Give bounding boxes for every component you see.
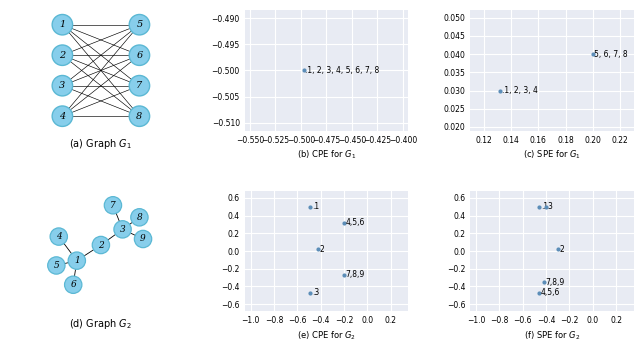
Text: 4,5,6: 4,5,6 <box>346 218 365 227</box>
Text: 8: 8 <box>136 112 143 121</box>
Point <box>588 51 598 57</box>
Circle shape <box>129 76 150 96</box>
Text: .3: .3 <box>312 288 319 297</box>
Circle shape <box>131 209 148 226</box>
Text: 4: 4 <box>60 112 65 121</box>
Text: .1: .1 <box>312 202 319 211</box>
Circle shape <box>65 276 82 293</box>
Point <box>541 204 551 210</box>
Point <box>495 88 505 93</box>
Point <box>534 290 544 295</box>
Circle shape <box>48 257 65 274</box>
Text: 4,5,6: 4,5,6 <box>541 288 560 297</box>
X-axis label: (b) CPE for $G_1$: (b) CPE for $G_1$ <box>297 149 356 161</box>
Point <box>552 247 563 252</box>
Circle shape <box>92 236 109 254</box>
X-axis label: (e) CPE for $G_2$: (e) CPE for $G_2$ <box>297 329 356 342</box>
Point <box>305 204 315 210</box>
Text: 2: 2 <box>98 240 104 250</box>
Circle shape <box>50 228 67 245</box>
X-axis label: (c) SPE for $G_1$: (c) SPE for $G_1$ <box>523 149 581 161</box>
Text: 4: 4 <box>56 232 61 241</box>
Text: (d) Graph $G_2$: (d) Graph $G_2$ <box>69 317 132 331</box>
Text: 5: 5 <box>136 20 143 29</box>
Circle shape <box>52 14 72 35</box>
Circle shape <box>68 252 86 269</box>
Text: 3: 3 <box>60 81 65 90</box>
Text: 3: 3 <box>548 202 553 211</box>
Circle shape <box>129 106 150 127</box>
Text: 9: 9 <box>140 235 146 244</box>
Text: 2: 2 <box>320 245 324 254</box>
Circle shape <box>134 230 152 248</box>
Circle shape <box>52 106 72 127</box>
Text: 5, 6, 7, 8: 5, 6, 7, 8 <box>594 50 628 58</box>
Circle shape <box>129 14 150 35</box>
Point <box>539 279 549 285</box>
Text: (a) Graph $G_1$: (a) Graph $G_1$ <box>70 137 132 151</box>
Text: 6: 6 <box>70 280 76 289</box>
Point <box>534 204 544 210</box>
Text: .1, 2, 3, 4, 5, 6, 7, 8: .1, 2, 3, 4, 5, 6, 7, 8 <box>305 66 380 75</box>
Text: 3: 3 <box>120 225 125 234</box>
Text: 6: 6 <box>136 51 143 60</box>
Text: 8: 8 <box>136 213 142 222</box>
Text: 7,8,9: 7,8,9 <box>346 271 365 279</box>
Circle shape <box>52 76 72 96</box>
Point <box>313 247 323 252</box>
Text: 5: 5 <box>54 261 60 270</box>
Circle shape <box>52 45 72 65</box>
Circle shape <box>114 221 131 238</box>
Circle shape <box>104 197 122 214</box>
Text: 1: 1 <box>74 256 80 265</box>
Text: .1, 2, 3, 4: .1, 2, 3, 4 <box>502 86 538 95</box>
Text: 2: 2 <box>559 245 564 254</box>
Point <box>305 290 315 295</box>
Point <box>339 220 349 225</box>
Text: 7: 7 <box>110 201 116 210</box>
Text: 7,8,9: 7,8,9 <box>545 277 564 287</box>
Text: .1: .1 <box>541 202 548 211</box>
Circle shape <box>129 45 150 65</box>
Point <box>339 272 349 278</box>
Text: 1: 1 <box>60 20 65 29</box>
Point <box>299 68 309 73</box>
Text: 2: 2 <box>60 51 65 60</box>
Text: 7: 7 <box>136 81 143 90</box>
X-axis label: (f) SPE for $G_2$: (f) SPE for $G_2$ <box>524 329 580 342</box>
